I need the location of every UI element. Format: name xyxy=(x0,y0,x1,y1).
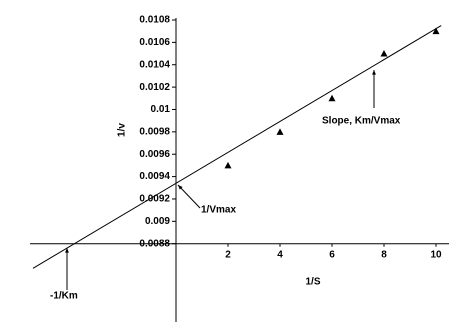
y-tick-label: 0.0108 xyxy=(139,15,170,26)
annotation-arrow xyxy=(177,184,201,209)
data-point xyxy=(328,94,336,102)
annotation: 1/Vmax xyxy=(201,205,236,216)
y-tick-label: 0.0096 xyxy=(139,149,170,160)
data-point xyxy=(276,128,284,135)
annotation: -1/Km xyxy=(50,291,78,302)
data-point xyxy=(380,50,388,57)
y-tick-label: 0.0098 xyxy=(139,126,170,137)
y-tick-label: 0.0088 xyxy=(139,238,170,249)
x-tick-label: 6 xyxy=(329,249,335,260)
x-tick-label: 2 xyxy=(225,249,231,260)
x-tick-label: 4 xyxy=(277,249,283,260)
arrow-head xyxy=(178,185,183,190)
y-tick-label: 0.0092 xyxy=(139,194,170,205)
x-axis-label: 1/S xyxy=(305,277,320,288)
y-tick-label: 0.0094 xyxy=(139,171,170,182)
x-tick-label: 10 xyxy=(430,249,442,260)
y-tick-label: 0.01 xyxy=(151,104,171,115)
arrow-head xyxy=(65,248,69,253)
fit-line xyxy=(32,25,442,269)
data-point xyxy=(224,161,232,169)
y-axis-label: 1/v xyxy=(117,123,128,137)
y-tick-label: 0.0106 xyxy=(139,37,170,48)
arrow-head xyxy=(372,70,376,75)
y-tick-label: 0.0104 xyxy=(139,59,170,70)
y-tick-label: 0.0102 xyxy=(139,82,170,93)
x-tick-label: 8 xyxy=(381,249,387,260)
y-tick-label: 0.009 xyxy=(145,216,170,227)
data-point xyxy=(432,27,440,35)
annotation: Slope, Km/Vmax xyxy=(322,116,401,127)
